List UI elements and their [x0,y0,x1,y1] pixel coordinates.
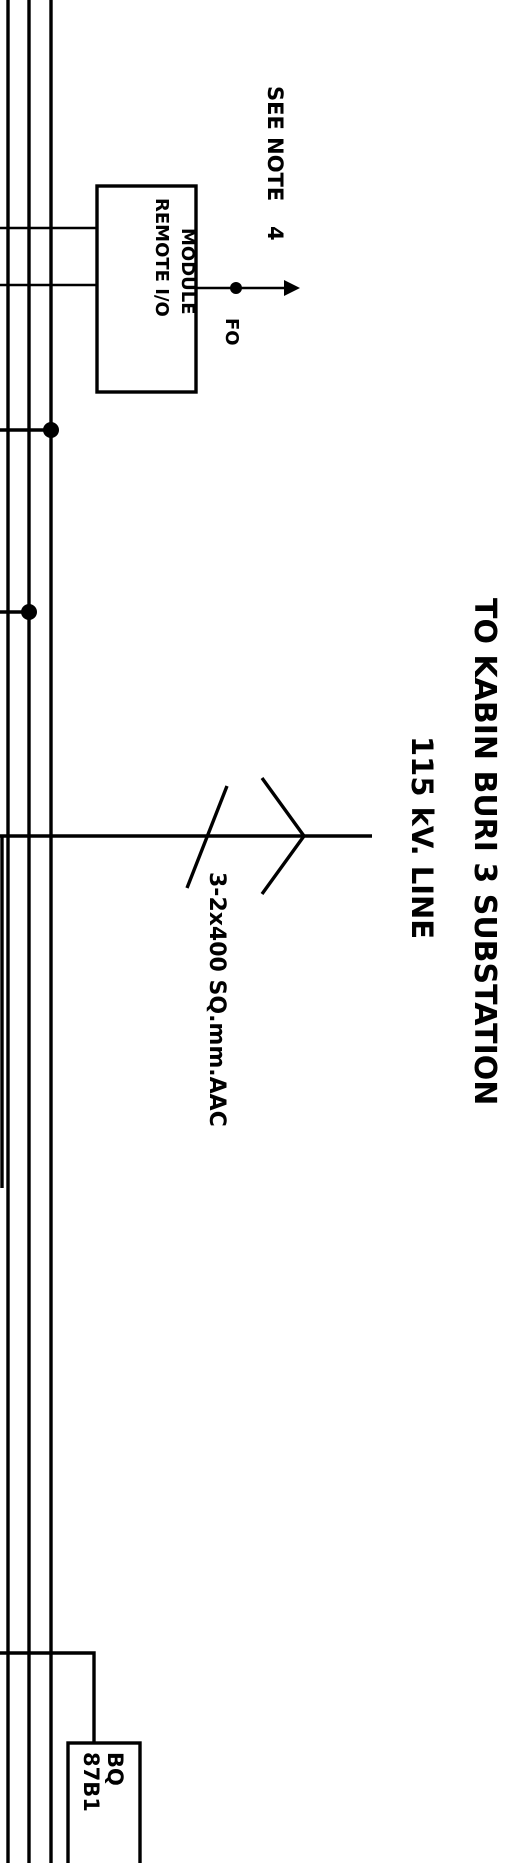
conductor-count-slash [185,785,229,889]
line-termination-chevron [260,777,307,895]
fiber-optic-label: FO [221,318,242,346]
see-note-label: SEE NOTE [263,86,287,201]
fiber-optic-junction-dot [230,282,242,294]
junction-dot-upper [43,422,59,438]
substation-label: TO KABIN BURI 3 SUBSTATION [467,598,502,1105]
bottom-box-label-line1: 87B1 [79,1752,103,1812]
junction-dot-middle [21,604,37,620]
remote-io-label-line1: REMOTE I/O [151,198,172,317]
remote-io-label-line2: MODULE [177,228,198,315]
fiber-optic-arrowhead [284,280,300,296]
conductor-spec-label: 3-2x400 SQ.mm.AAC [204,872,229,1127]
bottom-box-label-line2: BQ [103,1752,127,1786]
bottom-bay-wire [0,1651,96,1743]
line-voltage-label: 115 kV. LINE [405,736,439,939]
bottom-bay-box [66,1741,142,1863]
note-number-label: 4 [263,226,287,241]
